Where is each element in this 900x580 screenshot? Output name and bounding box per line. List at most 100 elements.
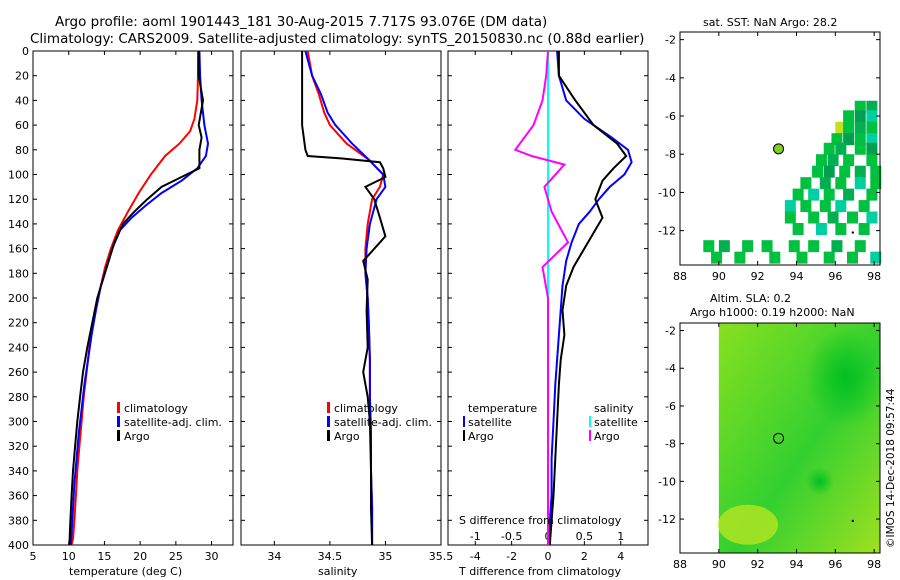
sst-cell xyxy=(792,188,804,201)
difference-panel: -4 -2 0 2 4-1 -0.5 0 0.5 1 xyxy=(447,50,649,563)
sst-cell xyxy=(823,142,835,155)
legend-salinity-title: salinity xyxy=(594,402,634,415)
sst-cell xyxy=(718,240,730,253)
sst-cell xyxy=(858,200,870,213)
sst-cell xyxy=(858,222,870,235)
sst-cell xyxy=(854,165,866,178)
x-tick-label: 5 xyxy=(30,550,37,563)
sst-cell xyxy=(866,188,878,201)
x-tick-label: 34 xyxy=(267,550,281,563)
map-x-tick-label: 94 xyxy=(790,270,804,283)
sst-cell xyxy=(831,133,843,146)
sst-cell xyxy=(823,165,835,178)
sst-cell xyxy=(854,121,866,134)
sst-cell xyxy=(854,133,866,146)
series-line-t-argo xyxy=(548,51,628,546)
sst-cell xyxy=(819,177,831,190)
sst-cell xyxy=(808,188,820,201)
y-tick-label: 240 xyxy=(8,341,29,354)
y-tick-label: 180 xyxy=(8,267,29,280)
sst-map-title: sat. SST: NaN Argo: 28.2 xyxy=(703,16,837,29)
y-tick-label: 60 xyxy=(15,119,29,132)
x-tick-label: 2 xyxy=(581,550,588,563)
sst-cell xyxy=(784,200,796,213)
x-tick-label: 30 xyxy=(205,550,219,563)
map-frame xyxy=(679,31,881,266)
map-point xyxy=(851,519,855,523)
sst-cell xyxy=(808,240,820,253)
temperature-panel: 0 20 40 60 80 100 120 140 160 180 200 220 240 260 280 3… xyxy=(8,45,234,563)
map-y-tick-label: -6 xyxy=(665,110,676,123)
plot-frame xyxy=(32,50,234,546)
salinity-legend: climatology satellite-adj. clim. Argo xyxy=(327,402,432,443)
sst-cell xyxy=(742,240,754,253)
temperature-axis-label: temperature (deg C) xyxy=(69,565,182,578)
sst-cell xyxy=(835,177,847,190)
sst-cell xyxy=(870,165,882,178)
legend-swatch-climatology xyxy=(117,402,120,413)
sst-cell xyxy=(866,154,878,167)
sst-cell xyxy=(854,240,866,253)
y-tick-label: 40 xyxy=(15,94,29,107)
legend-swatch-t-satellite xyxy=(463,416,465,427)
sst-cell xyxy=(835,222,847,235)
s-difference-axis-label: S difference from climatology xyxy=(459,514,622,527)
legend-temperature-title: temperature xyxy=(468,402,537,415)
s-diff-tick-label: -1 xyxy=(470,530,481,543)
s-diff-tick-label: 1 xyxy=(617,530,624,543)
sst-cell xyxy=(843,121,855,134)
figure-title-line2: Climatology: CARS2009. Satellite-adjuste… xyxy=(30,31,644,47)
sla-low xyxy=(717,504,778,545)
legend-swatch-s-satellite xyxy=(589,416,591,427)
sst-cell xyxy=(808,211,820,224)
map-y-tick-label: -4 xyxy=(665,362,676,375)
y-tick-label: 320 xyxy=(8,440,29,453)
y-tick-label: 380 xyxy=(8,514,29,527)
s-diff-tick-label: 0.5 xyxy=(576,530,594,543)
sst-cell xyxy=(854,177,866,190)
sst-cell xyxy=(784,211,796,224)
x-tick-label: 0 xyxy=(545,550,552,563)
map-frame xyxy=(679,322,881,554)
sst-cell xyxy=(854,142,866,155)
sst-cell xyxy=(854,100,866,113)
sst-cell xyxy=(835,142,847,155)
map-x-tick-label: 90 xyxy=(712,270,726,283)
sst-cell xyxy=(866,100,878,113)
map-x-tick-label: 98 xyxy=(867,558,881,571)
legend-label-climatology: climatology xyxy=(124,402,188,415)
legend-swatch-satellite xyxy=(327,416,330,427)
sst-cell xyxy=(815,222,827,235)
sst-cell xyxy=(846,251,858,264)
sst-cell xyxy=(734,251,746,264)
x-tick-label: 35.5 xyxy=(429,550,454,563)
map-y-tick-label: -10 xyxy=(658,186,676,199)
sst-cell xyxy=(796,251,808,264)
map-x-tick-label: 98 xyxy=(867,270,881,283)
plot-frame xyxy=(240,50,442,546)
x-tick-label: 34.5 xyxy=(318,550,343,563)
sst-cell xyxy=(843,133,855,146)
s-diff-tick-label: -0.5 xyxy=(501,530,522,543)
sst-cell xyxy=(843,154,855,167)
map-y-tick-label: -4 xyxy=(665,72,676,85)
difference-legend: temperature satellite Argo salinity sate… xyxy=(459,402,638,527)
legend-label-t-satellite: satellite xyxy=(468,416,512,429)
sla-eddy xyxy=(805,467,834,496)
x-tick-label: 20 xyxy=(133,550,147,563)
argo-location-marker xyxy=(773,143,785,155)
y-tick-label: 140 xyxy=(8,218,29,231)
sst-cell xyxy=(819,200,831,213)
sst-cell xyxy=(823,188,835,201)
legend-label-satellite: satellite-adj. clim. xyxy=(334,416,432,429)
map-y-tick-label: -12 xyxy=(658,513,676,526)
sst-cell xyxy=(800,200,812,213)
map-x-tick-label: 92 xyxy=(751,558,765,571)
sla-map-title-line1: Altim. SLA: 0.2 xyxy=(710,292,791,305)
sst-cell xyxy=(800,177,812,190)
sst-cell xyxy=(866,133,878,146)
sst-cell xyxy=(703,240,715,253)
sst-cell xyxy=(835,200,847,213)
imos-watermark: ©IMOS 14-Dec-2018 09:57:44 xyxy=(885,388,897,548)
